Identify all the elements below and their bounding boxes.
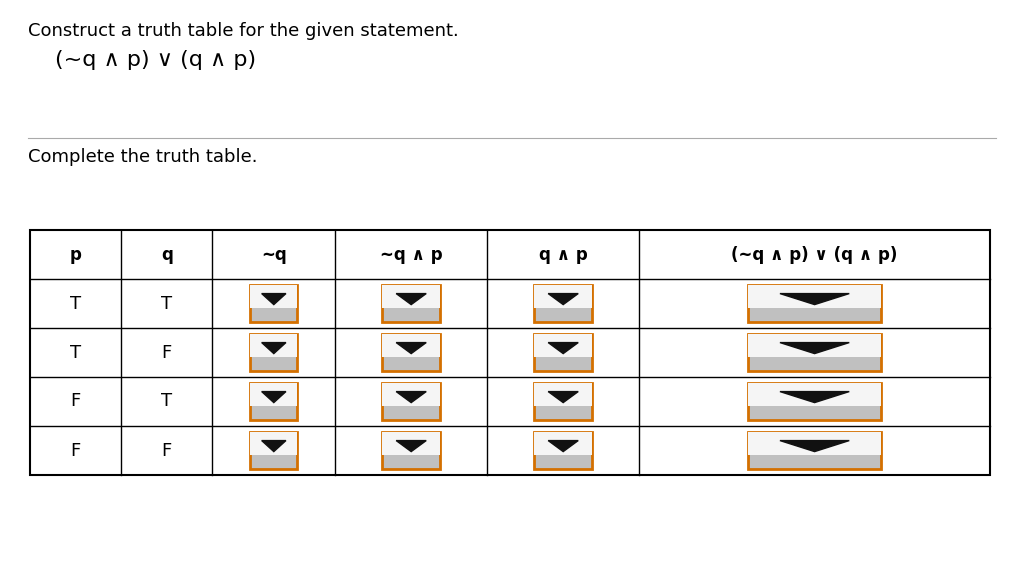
Bar [30, 230, 990, 475]
Bar [535, 334, 592, 357]
Bar [382, 285, 440, 322]
Bar [382, 285, 440, 308]
Bar [382, 383, 440, 406]
Text: T: T [161, 392, 172, 411]
Polygon shape [780, 441, 849, 452]
Bar [535, 334, 592, 371]
Bar [382, 334, 440, 357]
Bar [748, 432, 882, 455]
Bar [535, 432, 592, 469]
Text: ~q: ~q [261, 245, 287, 264]
Bar [251, 383, 297, 420]
Bar [382, 383, 440, 420]
Bar [251, 334, 297, 357]
Polygon shape [396, 391, 426, 403]
Text: q: q [161, 245, 173, 264]
Bar [382, 432, 440, 455]
Polygon shape [396, 343, 426, 354]
Text: T: T [161, 294, 172, 312]
Text: (~q ∧ p) ∨ (q ∧ p): (~q ∧ p) ∨ (q ∧ p) [731, 245, 898, 264]
Bar [535, 383, 592, 420]
Text: p: p [70, 245, 82, 264]
Bar [382, 334, 440, 371]
Bar [535, 432, 592, 455]
Polygon shape [396, 441, 426, 452]
Text: ~q ∧ p: ~q ∧ p [380, 245, 442, 264]
Bar [251, 285, 297, 308]
Polygon shape [780, 294, 849, 304]
Bar [748, 285, 882, 308]
Bar [251, 432, 297, 455]
Text: F: F [71, 441, 81, 460]
Bar [748, 383, 882, 406]
Text: (~q ∧ p) ∨ (q ∧ p): (~q ∧ p) ∨ (q ∧ p) [55, 50, 256, 70]
Text: q ∧ p: q ∧ p [539, 245, 588, 264]
Bar [748, 383, 882, 420]
Bar [251, 285, 297, 322]
Text: T: T [70, 294, 81, 312]
Bar [748, 285, 882, 322]
Bar [535, 285, 592, 322]
Bar [382, 432, 440, 469]
Polygon shape [262, 391, 286, 403]
Text: F: F [162, 344, 172, 361]
Text: T: T [70, 344, 81, 361]
Polygon shape [262, 441, 286, 452]
Text: F: F [71, 392, 81, 411]
Polygon shape [548, 391, 579, 403]
Bar [535, 383, 592, 406]
Bar [748, 432, 882, 469]
Text: Complete the truth table.: Complete the truth table. [28, 148, 257, 166]
Polygon shape [262, 294, 286, 304]
Bar [251, 334, 297, 371]
Bar [251, 383, 297, 406]
Polygon shape [262, 343, 286, 354]
Text: F: F [162, 441, 172, 460]
Polygon shape [548, 294, 579, 304]
Text: Construct a truth table for the given statement.: Construct a truth table for the given st… [28, 22, 459, 40]
Polygon shape [396, 294, 426, 304]
Bar [748, 334, 882, 357]
Bar [748, 334, 882, 371]
Polygon shape [780, 343, 849, 354]
Polygon shape [548, 441, 579, 452]
Bar [251, 432, 297, 469]
Bar [535, 285, 592, 308]
Polygon shape [780, 391, 849, 403]
Polygon shape [548, 343, 579, 354]
